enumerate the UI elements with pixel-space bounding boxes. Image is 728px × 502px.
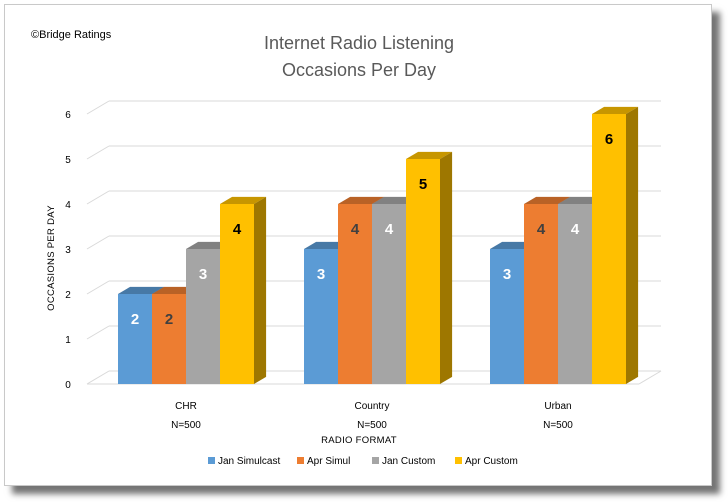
bar-front xyxy=(524,204,558,384)
x-axis-title: RADIO FORMAT xyxy=(321,435,397,446)
data-label: 4 xyxy=(351,221,360,238)
legend-swatch xyxy=(455,457,462,464)
data-label: 3 xyxy=(317,266,325,283)
gridline-side xyxy=(86,235,110,250)
bar-side xyxy=(626,106,639,384)
data-label: 4 xyxy=(537,221,546,238)
bar-front xyxy=(338,204,372,384)
chart: ©Bridge Ratings Internet Radio Listening… xyxy=(31,29,662,467)
bar-top xyxy=(592,106,639,114)
chart-title-line-2: Occasions Per Day xyxy=(282,60,436,80)
category-note-chr: N=500 xyxy=(171,420,201,431)
data-label: 4 xyxy=(233,221,242,238)
legend-swatch xyxy=(208,457,215,464)
bar-top xyxy=(338,196,385,204)
bar-front xyxy=(152,294,186,384)
bar-top xyxy=(220,196,267,204)
bar-front xyxy=(372,204,406,384)
legend-label: Apr Custom xyxy=(465,456,518,467)
y-tick-label: 6 xyxy=(65,110,71,121)
gridline-side xyxy=(86,100,110,115)
bar-front xyxy=(118,294,152,384)
bar-chr-apr-custom: 4 xyxy=(220,196,267,384)
bar-country-apr-custom: 5 xyxy=(406,151,453,384)
data-label: 5 xyxy=(419,176,427,193)
legend-swatch xyxy=(372,457,379,464)
category-note-country: N=500 xyxy=(357,420,387,431)
bar-side xyxy=(254,196,267,384)
bars: 2 2 3 4 3 4 4 5 3 4 4 6 xyxy=(118,106,639,384)
gridline-side xyxy=(86,145,110,160)
bar-side xyxy=(440,151,453,384)
legend-item-jan-simulcast: Jan Simulcast xyxy=(208,456,280,467)
bar-front xyxy=(490,249,524,384)
category-label-chr: CHR xyxy=(175,401,197,412)
chart-title-line-1: Internet Radio Listening xyxy=(264,33,454,53)
bar-front xyxy=(558,204,592,384)
y-tick-label: 4 xyxy=(65,200,71,211)
data-label: 4 xyxy=(571,221,580,238)
y-tick-label: 5 xyxy=(65,155,71,166)
copyright-text: ©Bridge Ratings xyxy=(31,29,112,41)
category-note-urban: N=500 xyxy=(543,420,573,431)
legend-label: Jan Custom xyxy=(382,456,435,467)
legend-swatch xyxy=(297,457,304,464)
data-label: 4 xyxy=(385,221,394,238)
bar-front xyxy=(186,249,220,384)
y-axis-ticks: 0 1 2 3 4 5 6 xyxy=(65,110,71,391)
legend-item-jan-custom: Jan Custom xyxy=(372,456,435,467)
legend-label: Apr Simul xyxy=(307,456,350,467)
bar-front xyxy=(220,204,254,384)
category-label-urban: Urban xyxy=(544,401,571,412)
bar-front xyxy=(592,114,626,384)
bar-top xyxy=(524,196,571,204)
gridline-side xyxy=(86,190,110,205)
data-label: 2 xyxy=(131,311,139,328)
y-axis-title: OCCASIONS PER DAY xyxy=(46,205,57,311)
chart-frame: ©Bridge Ratings Internet Radio Listening… xyxy=(4,4,712,486)
data-label: 3 xyxy=(199,266,207,283)
bar-top xyxy=(406,151,453,159)
bar-urban-apr-custom: 6 xyxy=(592,106,639,384)
bar-front xyxy=(304,249,338,384)
category-label-country: Country xyxy=(354,401,389,412)
y-tick-label: 3 xyxy=(65,245,71,256)
data-label: 3 xyxy=(503,266,511,283)
gridline-side xyxy=(86,280,110,295)
legend-label: Jan Simulcast xyxy=(218,456,280,467)
data-label: 6 xyxy=(605,131,613,148)
legend-item-apr-custom: Apr Custom xyxy=(455,456,518,467)
legend: Jan Simulcast Apr Simul Jan Custom Apr Cust… xyxy=(208,456,518,467)
data-label: 2 xyxy=(165,311,173,328)
legend-item-apr-simul: Apr Simul xyxy=(297,456,350,467)
y-tick-label: 0 xyxy=(65,380,71,391)
bar-top xyxy=(118,286,165,294)
y-tick-label: 1 xyxy=(65,335,71,346)
x-axis-categories: CHR N=500 Country N=500 Urban N=500 xyxy=(171,401,573,431)
gridline-side xyxy=(86,325,110,340)
gridline-side xyxy=(86,370,110,385)
floor-side xyxy=(638,370,662,385)
bar-front xyxy=(406,159,440,384)
y-tick-label: 2 xyxy=(65,290,71,301)
